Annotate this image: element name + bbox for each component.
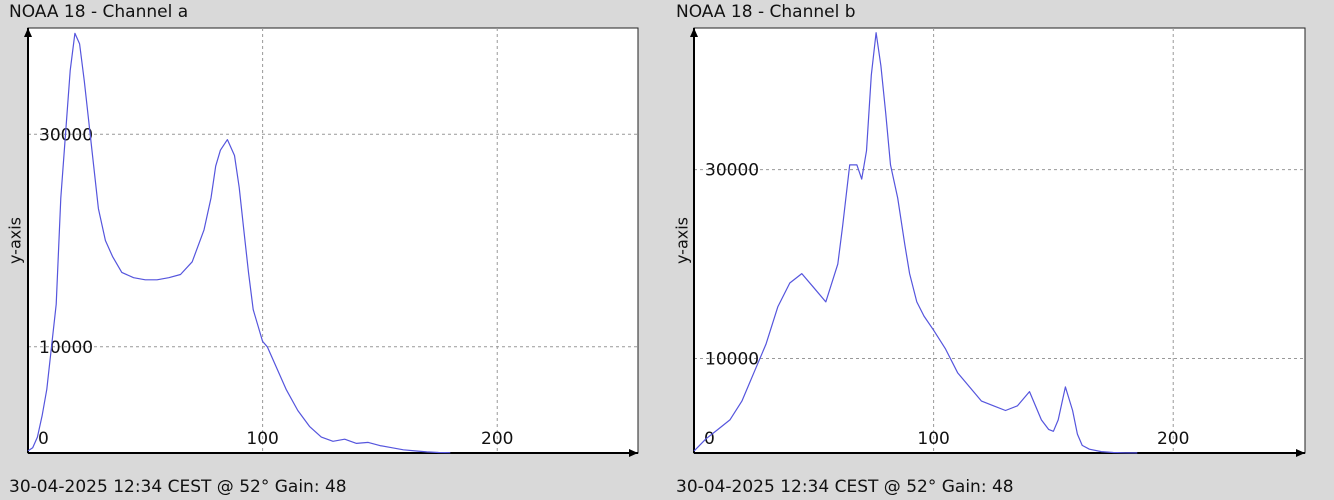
y-tick-label: 30000 — [39, 125, 93, 145]
x-tick-label: 100 — [246, 429, 278, 449]
x-tick-label: 200 — [1157, 429, 1189, 449]
chart-plot-b: 0 100 200 10000 30000 y-axis — [673, 27, 1306, 457]
chart-title: NOAA 18 - Channel b — [676, 2, 856, 22]
x-tick-label: 0 — [704, 429, 715, 449]
chart-title: NOAA 18 - Channel a — [9, 2, 189, 22]
y-axis-label: y-axis — [6, 217, 25, 264]
data-series-line — [693, 32, 1138, 454]
pass-info-footer: 30-04-2025 12:34 CEST @ 52° Gain: 48 — [676, 477, 1014, 497]
chart-panel-a: NOAA 18 - Channel a 0 100 200 10000 30000 y-a… — [6, 2, 639, 497]
y-tick-label: 10000 — [705, 350, 759, 370]
plot-area — [27, 27, 639, 454]
chart-plot-a: 0 100 200 10000 30000 y-axis — [6, 27, 639, 457]
chart-panel-b: NOAA 18 - Channel b 0 100 200 10000 30000 y-a… — [667, 0, 1334, 500]
pass-info-footer: 30-04-2025 12:34 CEST @ 52° Gain: 48 — [9, 477, 347, 497]
data-series-line — [27, 32, 451, 454]
y-tick-label: 10000 — [39, 338, 93, 358]
y-axis-arrow — [24, 28, 32, 37]
x-tick-label: 200 — [481, 429, 513, 449]
x-axis-arrow — [629, 449, 638, 457]
y-tick-label: 30000 — [705, 161, 759, 181]
x-axis-arrow — [1296, 449, 1305, 457]
plot-area — [693, 27, 1306, 454]
x-tick-label: 100 — [917, 429, 949, 449]
y-axis-arrow — [690, 28, 698, 37]
y-axis-label: y-axis — [673, 217, 692, 264]
x-tick-label: 0 — [38, 429, 49, 449]
